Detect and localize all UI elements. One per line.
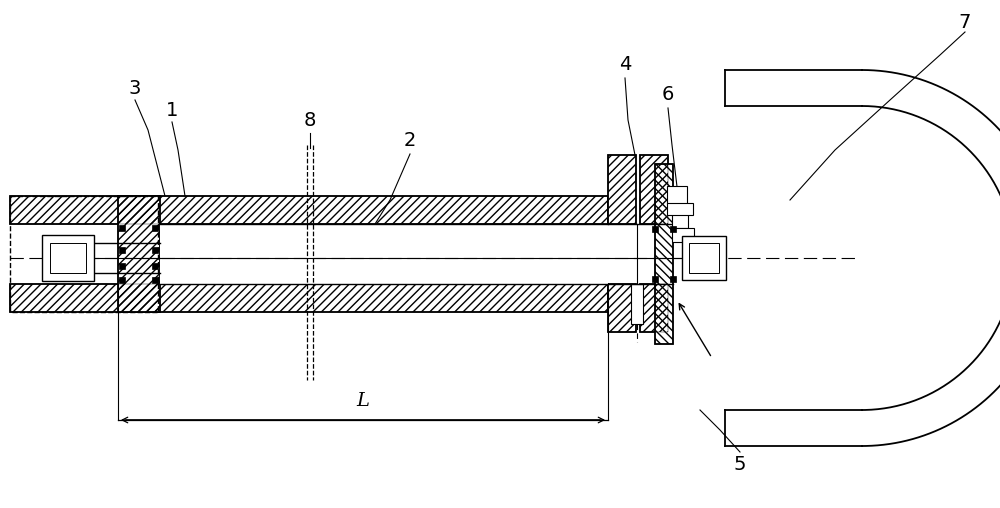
Bar xyxy=(672,228,694,242)
Bar xyxy=(152,247,158,253)
Bar xyxy=(119,247,125,253)
Text: L: L xyxy=(356,392,370,410)
Bar xyxy=(670,276,676,282)
Bar xyxy=(152,277,158,283)
Bar xyxy=(42,235,94,281)
Bar xyxy=(119,225,125,231)
Bar xyxy=(640,284,668,332)
Bar xyxy=(10,196,608,224)
Text: 5: 5 xyxy=(734,456,746,474)
Bar xyxy=(682,236,726,280)
Bar xyxy=(152,225,158,231)
Bar xyxy=(608,284,636,332)
Text: 8: 8 xyxy=(304,111,316,130)
Bar xyxy=(10,196,158,312)
Bar xyxy=(10,196,608,224)
Bar xyxy=(10,284,608,312)
Bar xyxy=(652,226,658,232)
Text: 6: 6 xyxy=(662,85,674,105)
Bar xyxy=(160,224,608,284)
Bar xyxy=(118,196,160,312)
Bar xyxy=(652,276,658,282)
Text: 3: 3 xyxy=(129,79,141,98)
Bar xyxy=(10,284,608,312)
Bar xyxy=(608,284,636,332)
Text: 7: 7 xyxy=(959,13,971,31)
Bar xyxy=(608,155,636,224)
Bar xyxy=(119,263,125,269)
Bar xyxy=(667,203,693,215)
Bar xyxy=(670,226,676,232)
Bar xyxy=(119,277,125,283)
Text: 1: 1 xyxy=(166,101,178,119)
Bar xyxy=(608,155,636,224)
Bar xyxy=(655,164,673,344)
Bar xyxy=(640,284,668,332)
Text: 2: 2 xyxy=(404,131,416,149)
Bar xyxy=(50,243,86,273)
Bar xyxy=(667,186,687,204)
Bar xyxy=(118,196,160,312)
Bar xyxy=(655,164,673,344)
Bar xyxy=(689,243,719,273)
Bar xyxy=(152,263,158,269)
Bar xyxy=(631,284,643,324)
Text: 4: 4 xyxy=(619,55,631,75)
Bar xyxy=(640,155,668,224)
Bar xyxy=(672,208,688,228)
Bar xyxy=(640,155,668,224)
